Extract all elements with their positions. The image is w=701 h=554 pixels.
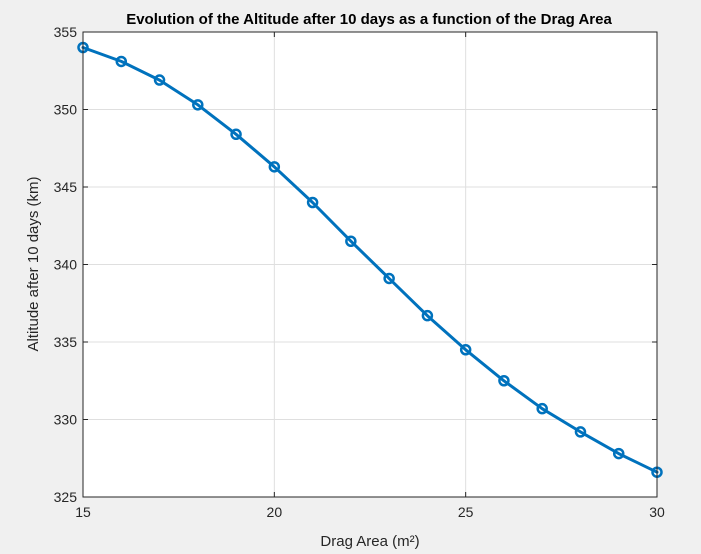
data-point xyxy=(612,447,625,460)
data-point xyxy=(192,99,204,111)
x-tick-label: 25 xyxy=(458,504,474,520)
data-point xyxy=(345,235,357,247)
y-tick-label: 345 xyxy=(54,179,78,195)
grid-lines xyxy=(83,32,657,497)
y-tick-label: 340 xyxy=(54,257,78,273)
series-line xyxy=(81,46,659,474)
data-point xyxy=(421,309,434,322)
series-group xyxy=(77,41,663,478)
data-point xyxy=(230,128,242,141)
x-tick-label: 20 xyxy=(267,504,283,520)
y-axis-label: Altitude after 10 days (km) xyxy=(25,176,42,351)
x-tick-label: 15 xyxy=(75,504,91,520)
data-point xyxy=(498,375,510,387)
chart-title: Evolution of the Altitude after 10 days … xyxy=(126,11,612,28)
data-point xyxy=(536,402,548,415)
data-point xyxy=(115,55,128,68)
y-tick-label: 335 xyxy=(54,334,78,350)
x-axis-label: Drag Area (m²) xyxy=(320,533,419,550)
y-tick-label: 330 xyxy=(54,412,78,428)
data-point xyxy=(153,74,166,86)
y-tick-label: 325 xyxy=(54,489,78,505)
data-point xyxy=(574,426,587,438)
x-tick-label: 30 xyxy=(649,504,665,520)
data-point xyxy=(383,272,395,285)
data-point xyxy=(268,161,281,173)
data-point xyxy=(459,344,472,356)
y-tick-label: 355 xyxy=(54,24,78,40)
data-point xyxy=(306,196,319,209)
y-tick-label: 350 xyxy=(54,102,78,118)
plot-frame xyxy=(82,31,658,498)
